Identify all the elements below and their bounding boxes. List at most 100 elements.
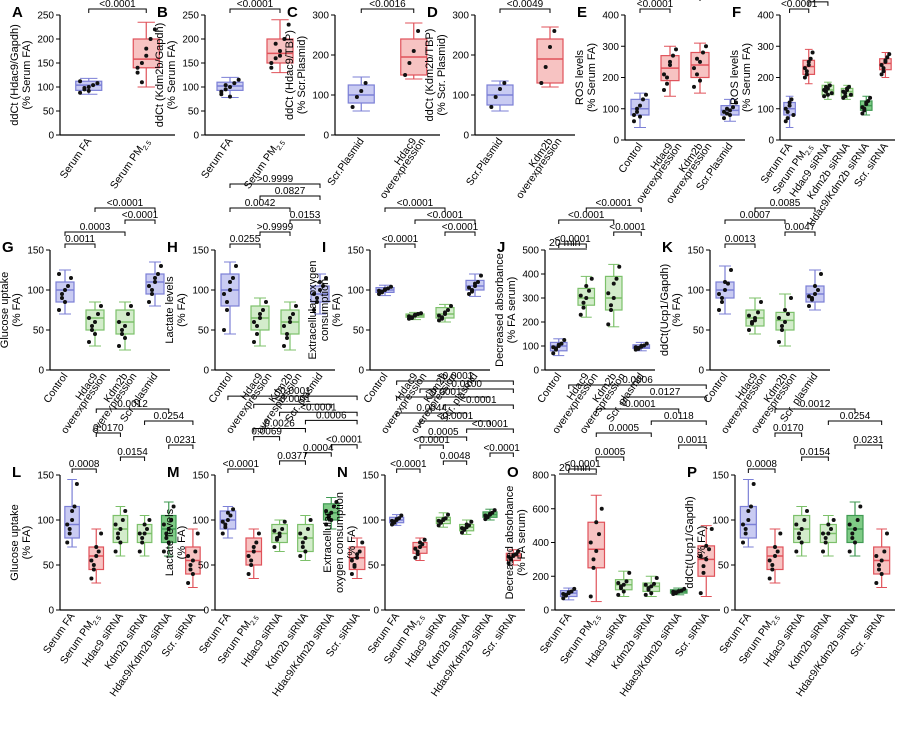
p-value-label: <0.0001 (619, 399, 656, 410)
p-value-label: 0.0012 (800, 399, 831, 410)
y-tick-label: 50 (198, 561, 210, 572)
data-point (272, 528, 277, 533)
y-tick-label: 100 (522, 342, 539, 353)
x-tick-label: Control (616, 141, 645, 176)
data-point (643, 592, 648, 597)
data-point (126, 312, 130, 316)
data-point (723, 288, 727, 292)
data-point (785, 109, 790, 114)
panel-o: O 0 200 400 600 800 Decreased absorbance (% FA … (504, 375, 720, 699)
data-point (668, 63, 672, 67)
y-tick-label: 0 (373, 606, 379, 617)
data-point (354, 95, 359, 99)
data-point (228, 513, 233, 518)
data-point (440, 316, 444, 321)
significance-bracket (384, 207, 446, 212)
p-value-label: <0.0001 (237, 0, 274, 10)
p-value-label: <0.0001 (223, 459, 260, 470)
p-value-label: <0.0001 (554, 234, 591, 245)
data-point (164, 531, 169, 536)
data-point (329, 510, 334, 515)
p-value-label: <0.0001 (382, 234, 419, 245)
data-point (324, 276, 328, 280)
data-point (479, 273, 483, 278)
data-point (783, 119, 788, 124)
data-point (419, 311, 423, 316)
significance-bracket (499, 8, 551, 13)
data-point (139, 80, 144, 85)
data-point (606, 291, 611, 296)
data-point (467, 285, 471, 290)
significance-bracket (168, 444, 194, 449)
data-point (797, 531, 801, 536)
y-tick-label: 150 (37, 59, 54, 70)
data-point (150, 292, 154, 296)
significance-bracket (419, 436, 468, 441)
data-point (277, 534, 282, 539)
data-point (269, 61, 274, 65)
panel-letter: A (12, 4, 23, 21)
significance-bracket (144, 420, 194, 425)
data-point (255, 324, 259, 328)
p-value-label: 0.0042 (245, 198, 276, 209)
data-point (321, 284, 325, 288)
data-point (190, 558, 195, 563)
data-point (418, 545, 422, 549)
data-point (222, 328, 226, 332)
data-point (288, 320, 292, 324)
data-point (858, 504, 863, 509)
data-point (786, 312, 790, 316)
data-point (282, 344, 286, 348)
data-point (190, 572, 195, 576)
significance-bracket (568, 384, 707, 389)
panel-letter: M (167, 464, 180, 481)
box-1 (132, 38, 160, 69)
data-point (674, 47, 678, 52)
x-label-subscript: 2.5 (416, 615, 427, 627)
data-point (804, 72, 809, 77)
significance-bracket (253, 403, 332, 409)
data-point (117, 320, 121, 324)
data-point (868, 95, 873, 100)
data-point (150, 288, 154, 292)
box-2 (604, 275, 623, 311)
p-value-label: 0.0231 (166, 435, 197, 446)
y-tick-label: 100 (687, 286, 704, 297)
y-tick-label: 50 (198, 326, 210, 337)
significance-bracket (227, 395, 358, 401)
p-value-label: 0.0127 (650, 387, 681, 398)
data-point (810, 50, 815, 55)
data-point (324, 509, 329, 513)
data-point (741, 522, 745, 527)
data-point (318, 288, 322, 292)
p-value-label: 0.0154 (117, 447, 148, 458)
data-point (232, 81, 237, 86)
p-value-label: 0.0048 (440, 451, 471, 462)
data-point (731, 105, 735, 110)
data-point (94, 545, 99, 549)
p-value-label: 0.0008 (69, 459, 100, 470)
y-axis-label: (% Serum FA) (166, 40, 178, 109)
data-point (728, 108, 732, 113)
panel-letter: G (2, 239, 14, 256)
data-point (606, 322, 611, 327)
data-point (169, 518, 174, 522)
data-point (704, 543, 709, 548)
data-point (853, 527, 857, 531)
data-point (641, 97, 645, 102)
significance-bracket (774, 408, 856, 413)
p-value-label: >0.9999 (257, 222, 294, 233)
data-point (674, 591, 678, 596)
data-point (807, 294, 811, 299)
data-point (621, 589, 626, 594)
y-axis-label: oxygen consumption (334, 492, 346, 593)
y-tick-label: 0 (203, 606, 209, 617)
significance-bracket (595, 408, 680, 413)
y-axis-label: (% Serum FA) (586, 43, 598, 112)
data-point (709, 527, 714, 531)
significance-bracket (414, 219, 476, 224)
data-point (566, 590, 571, 595)
data-point (722, 109, 726, 114)
data-point (57, 272, 61, 276)
